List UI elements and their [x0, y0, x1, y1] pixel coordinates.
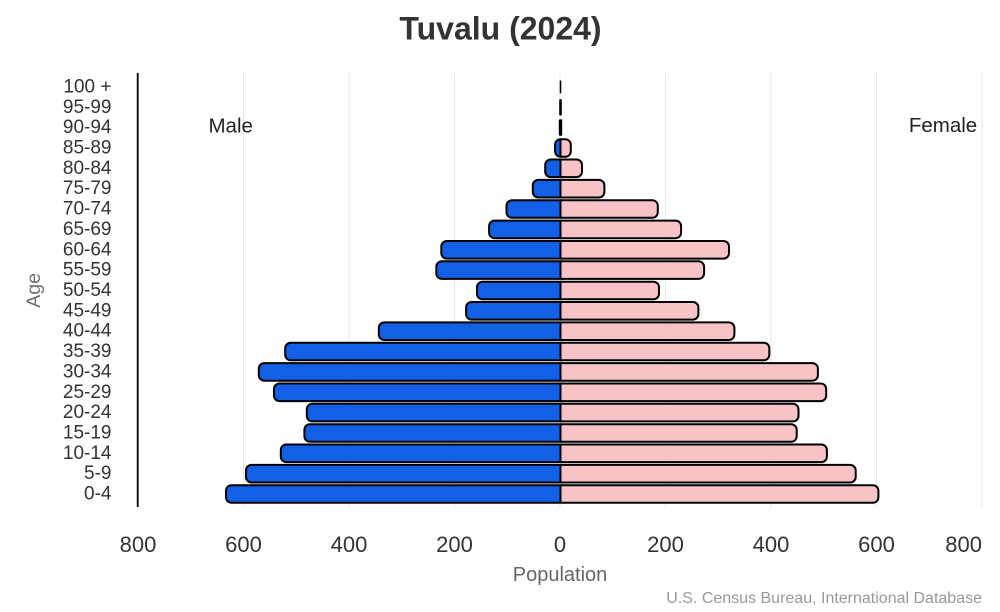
svg-text:85-89: 85-89	[63, 138, 112, 159]
svg-text:50-54: 50-54	[63, 280, 112, 301]
svg-text:35-39: 35-39	[63, 341, 112, 362]
svg-text:5-9: 5-9	[84, 463, 111, 484]
svg-text:30-34: 30-34	[63, 361, 112, 382]
svg-text:25-29: 25-29	[63, 382, 112, 403]
svg-text:80-84: 80-84	[63, 158, 112, 179]
svg-text:Male: Male	[208, 115, 252, 138]
svg-text:600: 600	[225, 532, 262, 557]
svg-text:20-24: 20-24	[63, 402, 112, 423]
svg-text:45-49: 45-49	[63, 300, 112, 321]
svg-text:600: 600	[858, 532, 895, 557]
svg-text:800: 800	[120, 532, 157, 557]
svg-text:40-44: 40-44	[63, 321, 112, 342]
svg-text:0-4: 0-4	[84, 484, 112, 505]
svg-text:55-59: 55-59	[63, 260, 112, 281]
svg-text:10-14: 10-14	[63, 443, 112, 464]
svg-text:Female: Female	[909, 114, 977, 137]
svg-text:U.S. Census Bureau, Internatio: U.S. Census Bureau, International Databa…	[666, 590, 982, 607]
svg-text:800: 800	[945, 532, 982, 557]
svg-text:75-79: 75-79	[63, 178, 112, 199]
svg-text:0: 0	[554, 532, 566, 557]
svg-text:90-94: 90-94	[63, 117, 112, 138]
svg-text:60-64: 60-64	[63, 239, 112, 260]
svg-text:400: 400	[331, 532, 368, 557]
svg-text:Tuvalu (2024): Tuvalu (2024)	[399, 10, 601, 46]
svg-text:100 +: 100 +	[63, 76, 111, 97]
svg-text:400: 400	[753, 532, 790, 557]
svg-text:Population: Population	[513, 564, 608, 586]
svg-text:Age: Age	[23, 273, 45, 308]
svg-text:95-99: 95-99	[63, 97, 112, 118]
svg-text:15-19: 15-19	[63, 423, 112, 444]
svg-text:200: 200	[436, 532, 473, 557]
svg-text:200: 200	[647, 532, 684, 557]
svg-text:70-74: 70-74	[63, 199, 112, 220]
svg-text:65-69: 65-69	[63, 219, 112, 240]
